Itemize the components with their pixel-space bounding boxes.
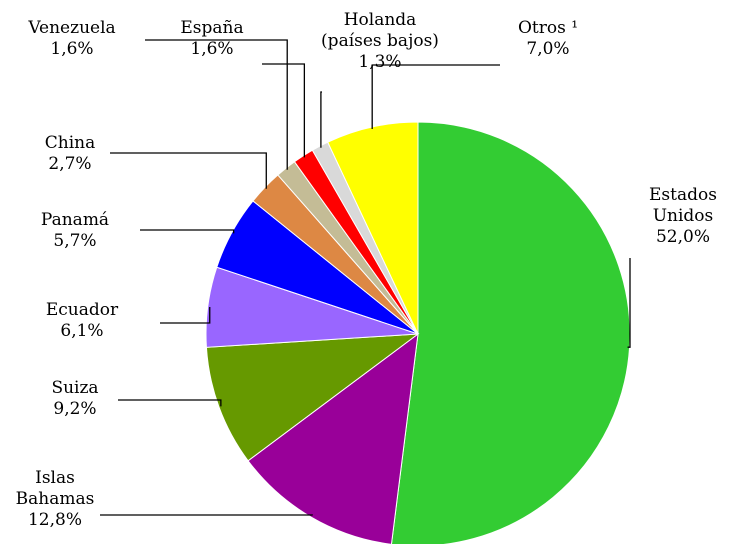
- leader-line: [140, 229, 235, 234]
- value-label: 52,0%: [655, 227, 711, 247]
- category-label: Holanda (países bajos): [321, 10, 439, 51]
- category-label: España: [180, 18, 244, 38]
- slice-label: Islas Bahamas 12,8%: [16, 468, 95, 531]
- category-label: China: [44, 133, 96, 153]
- slice-label: España 1,6%: [180, 18, 243, 60]
- category-label: Panamá: [40, 210, 110, 230]
- value-label: 7,0%: [526, 39, 570, 59]
- leader-line: [262, 63, 306, 158]
- slice-label: China 2,7%: [45, 133, 95, 175]
- leader-line: [320, 91, 322, 148]
- category-label: Venezuela: [28, 18, 116, 38]
- category-label: Ecuador: [45, 300, 119, 320]
- slice-label: Estados Unidos 52,0%: [649, 185, 717, 248]
- slice-label: Panamá 5,7%: [41, 210, 109, 252]
- slice-label: Holanda (países bajos) 1,3%: [321, 10, 439, 73]
- value-label: 1,6%: [190, 39, 234, 59]
- category-label: Suiza: [51, 378, 99, 398]
- value-label: 5,7%: [53, 231, 97, 251]
- value-label: 12,8%: [27, 510, 83, 530]
- value-label: 9,2%: [53, 399, 97, 419]
- pie-slice: [205, 333, 420, 462]
- leader-line: [371, 64, 500, 130]
- slice-label: Ecuador 6,1%: [46, 300, 118, 342]
- leader-line: [160, 307, 211, 324]
- pie-slice: [390, 121, 631, 544]
- value-label: 1,3%: [358, 52, 402, 72]
- leader-line: [627, 258, 631, 348]
- leader-line: [110, 152, 267, 189]
- value-label: 2,7%: [48, 154, 92, 174]
- value-label: 1,6%: [50, 39, 94, 59]
- category-label: Otros ¹: [517, 18, 579, 38]
- slice-label: Otros ¹ 7,0%: [518, 18, 578, 60]
- slice-label: Venezuela 1,6%: [28, 18, 115, 60]
- pie-slice: [247, 332, 419, 544]
- category-label: Estados Unidos: [649, 185, 717, 226]
- value-label: 6,1%: [60, 321, 104, 341]
- slice-label: Suiza 9,2%: [51, 378, 98, 420]
- category-label: Islas Bahamas: [15, 468, 95, 509]
- leader-line: [145, 39, 288, 170]
- leader-line: [118, 399, 222, 407]
